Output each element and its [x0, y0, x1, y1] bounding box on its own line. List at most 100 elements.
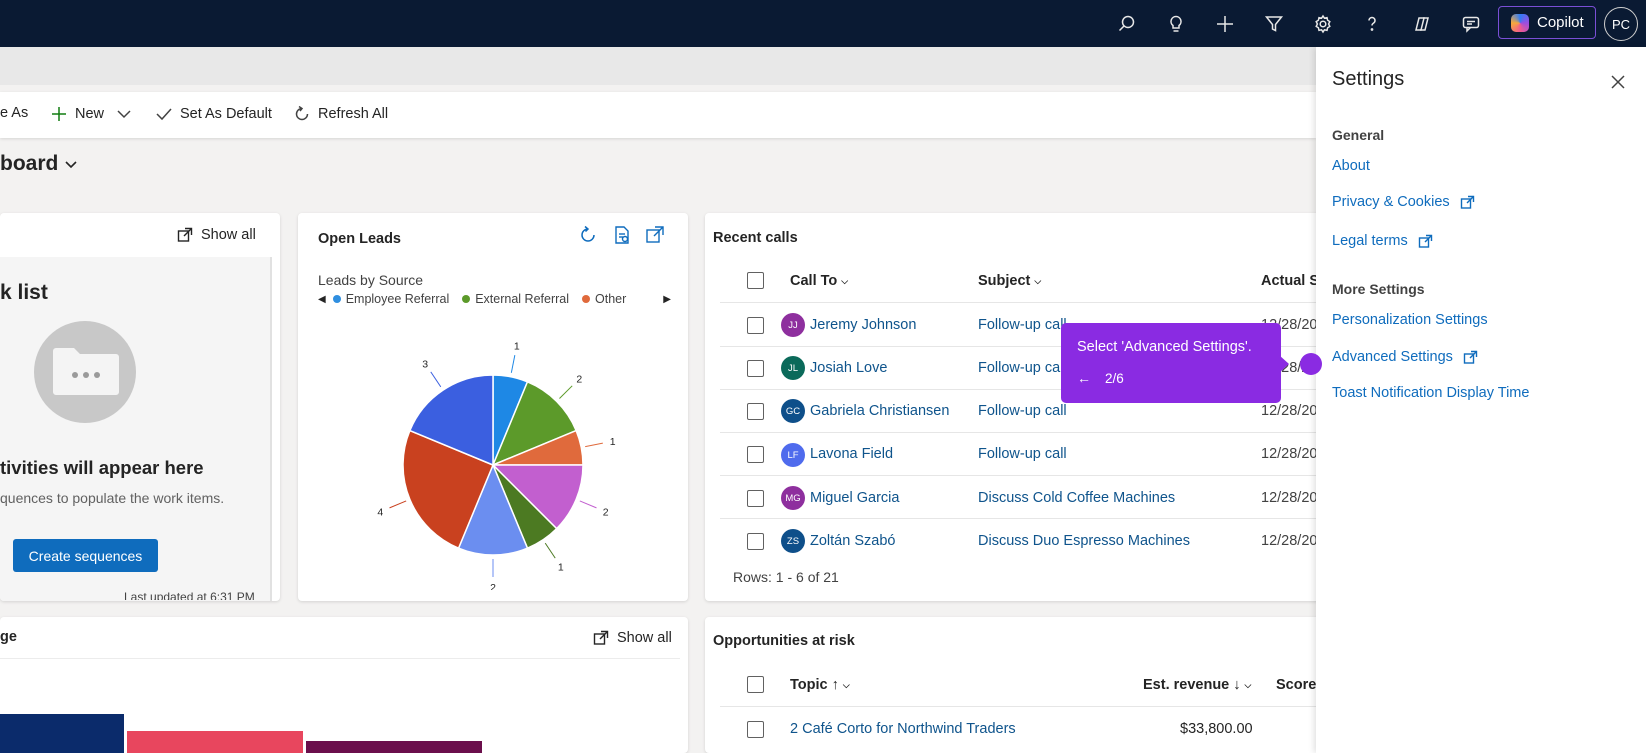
- date-cell: 12/28/20: [1261, 490, 1318, 506]
- subject-link[interactable]: Follow-up ca: [978, 360, 1061, 376]
- avatar: GC: [781, 399, 805, 423]
- avatar: MG: [781, 486, 805, 510]
- row-checkbox[interactable]: [747, 721, 764, 738]
- column-label: Topic: [790, 677, 828, 693]
- select-all-checkbox[interactable]: [747, 676, 764, 693]
- dashboard-selector[interactable]: board: [0, 152, 78, 176]
- filter-icon[interactable]: [1262, 12, 1286, 36]
- privacy-label: Privacy & Cookies: [1332, 194, 1450, 210]
- row-checkbox[interactable]: [747, 317, 764, 334]
- column-header-subject[interactable]: Subject ⌵: [978, 273, 1041, 289]
- legend-item[interactable]: External Referral: [462, 292, 569, 306]
- chat-icon[interactable]: [1459, 12, 1483, 36]
- pie-slice[interactable]: [491, 380, 578, 467]
- row-checkbox[interactable]: [747, 403, 764, 420]
- pie-leader-line: [585, 442, 603, 448]
- subject-link[interactable]: Discuss Cold Coffee Machines: [978, 490, 1176, 506]
- refresh-icon: [295, 105, 309, 121]
- topic-link[interactable]: 2 Café Corto for Northwind Traders: [790, 721, 1016, 737]
- privacy-cookies-link[interactable]: Privacy & Cookies: [1332, 194, 1475, 210]
- column-label: Score: [1276, 677, 1317, 693]
- user-avatar[interactable]: PC: [1604, 7, 1638, 41]
- pie-slice[interactable]: [491, 464, 584, 530]
- subject-link[interactable]: Follow-up call: [978, 446, 1067, 462]
- work-list-show-all[interactable]: Show all: [177, 227, 256, 243]
- chart-title: Leads by Source: [318, 272, 424, 288]
- column-header-score[interactable]: Score: [1276, 677, 1316, 693]
- subject-link[interactable]: Discuss Duo Espresso Machines: [978, 533, 1190, 549]
- personalization-settings-link[interactable]: Personalization Settings: [1332, 312, 1488, 328]
- lightbulb-icon[interactable]: [1164, 12, 1188, 36]
- date-cell: 12/28/20: [1261, 533, 1318, 549]
- rows-count: Rows: 1 - 6 of 21: [733, 569, 839, 585]
- column-header-topic[interactable]: Topic ↑ ⌵: [790, 677, 850, 693]
- personalization-label: Personalization Settings: [1332, 312, 1488, 328]
- row-checkbox[interactable]: [747, 446, 764, 463]
- subject-link[interactable]: Follow-up call: [978, 403, 1067, 419]
- tour-hotspot-dot[interactable]: [1300, 353, 1322, 375]
- refresh-all-label: Refresh All: [318, 106, 389, 122]
- legend-next-icon[interactable]: ▶: [663, 293, 671, 305]
- set-as-default-button[interactable]: Set As Default: [155, 105, 272, 123]
- pie-slice[interactable]: [402, 429, 494, 550]
- about-link[interactable]: About: [1332, 158, 1370, 174]
- legend-prev-icon[interactable]: ◀: [318, 293, 326, 305]
- copilot-button[interactable]: Copilot: [1498, 6, 1596, 39]
- arrow-down-icon: ↓: [1233, 677, 1241, 693]
- column-header-actual-start[interactable]: Actual St: [1261, 273, 1324, 289]
- guided-tour-tooltip: Select 'Advanced Settings'. ← 2/6: [1061, 323, 1281, 403]
- refresh-all-button[interactable]: Refresh All: [293, 105, 388, 123]
- expand-chart-icon[interactable]: [645, 225, 665, 245]
- bottom-left-show-all[interactable]: Show all: [593, 630, 672, 646]
- pie-slice[interactable]: [457, 463, 529, 556]
- back-arrow-icon[interactable]: ←: [1077, 370, 1091, 386]
- open-external-icon: [1460, 195, 1474, 209]
- view-records-icon[interactable]: [612, 225, 632, 245]
- pie-slice[interactable]: [408, 374, 494, 467]
- open-leads-title: Open Leads: [318, 231, 401, 247]
- column-header-call-to[interactable]: Call To ⌵: [790, 273, 848, 289]
- refresh-icon[interactable]: [578, 225, 598, 245]
- bar: [306, 741, 482, 753]
- toast-notification-link[interactable]: Toast Notification Display Time: [1332, 385, 1529, 401]
- gear-icon[interactable]: [1311, 12, 1335, 36]
- subject-link[interactable]: Follow-up call: [978, 317, 1067, 333]
- legal-terms-link[interactable]: Legal terms: [1332, 233, 1433, 249]
- advanced-settings-link[interactable]: Advanced Settings: [1332, 349, 1478, 365]
- open-external-icon: [177, 227, 193, 242]
- row-divider: [720, 302, 1316, 303]
- legend-item[interactable]: Other: [582, 292, 626, 306]
- chevron-down-icon: [65, 161, 77, 169]
- legend-item[interactable]: Employee Referral: [332, 292, 449, 306]
- copilot-app-icon[interactable]: [1410, 12, 1434, 36]
- date-cell: 12/28/20: [1261, 403, 1318, 419]
- call-to-link[interactable]: Miguel Garcia: [810, 490, 900, 506]
- copilot-label: Copilot: [1537, 14, 1584, 31]
- row-checkbox[interactable]: [747, 490, 764, 507]
- save-as-button[interactable]: e As: [0, 105, 28, 121]
- pie-leader-line: [510, 355, 516, 373]
- call-to-link[interactable]: Lavona Field: [810, 446, 894, 462]
- column-label: Actual St: [1261, 273, 1324, 289]
- new-dropdown-button[interactable]: [115, 105, 133, 123]
- column-label: Est. revenue: [1143, 677, 1230, 693]
- row-checkbox[interactable]: [747, 360, 764, 377]
- close-icon[interactable]: [1610, 74, 1626, 90]
- plus-icon[interactable]: [1213, 12, 1237, 36]
- call-to-link[interactable]: Zoltán Szabó: [810, 533, 896, 549]
- row-divider: [720, 346, 1316, 347]
- create-sequences-button[interactable]: Create sequences: [13, 539, 158, 572]
- search-icon[interactable]: [1115, 12, 1139, 36]
- call-to-link[interactable]: Josiah Love: [810, 360, 888, 376]
- select-all-checkbox[interactable]: [747, 272, 764, 289]
- call-to-link[interactable]: Jeremy Johnson: [810, 317, 917, 333]
- column-header-est-revenue[interactable]: Est. revenue ↓ ⌵: [1143, 677, 1251, 693]
- help-icon[interactable]: [1360, 12, 1384, 36]
- call-to-link[interactable]: Gabriela Christiansen: [810, 403, 950, 419]
- pie-data-label: 3: [422, 359, 428, 371]
- avatar: ZS: [781, 529, 805, 553]
- row-divider: [720, 389, 1316, 390]
- row-checkbox[interactable]: [747, 533, 764, 550]
- new-button[interactable]: New: [50, 105, 104, 123]
- pie-data-label: 4: [377, 507, 383, 519]
